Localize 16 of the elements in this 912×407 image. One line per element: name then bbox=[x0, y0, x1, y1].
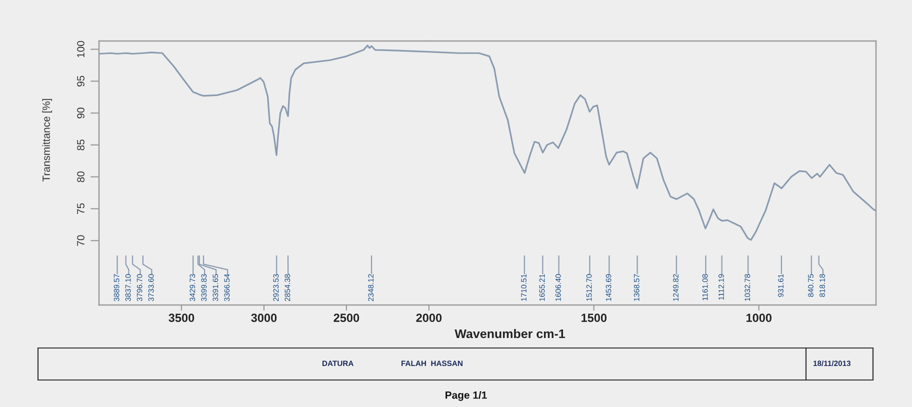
y-tick-label: 80 bbox=[77, 171, 84, 182]
y-tick-label: 85 bbox=[77, 140, 84, 150]
y-tick-label: 100 bbox=[77, 41, 84, 58]
x-tick-label: 1000 bbox=[746, 314, 772, 322]
x-tick-label: 2500 bbox=[334, 314, 360, 322]
y-tick-label: 75 bbox=[77, 203, 84, 214]
y-axis-title: Transmittance [%] bbox=[42, 98, 52, 182]
x-tick-label: 2000 bbox=[416, 314, 442, 322]
x-tick-label: 3000 bbox=[251, 314, 277, 322]
x-axis-title: Wavenumber cm-1 bbox=[454, 329, 565, 338]
text: Page 1/1 bbox=[446, 391, 487, 401]
y-tick-label: 70 bbox=[77, 235, 84, 246]
y-tick-label: 95 bbox=[77, 76, 84, 86]
x-tick-label: 1500 bbox=[582, 314, 607, 322]
x-tick-label: 3500 bbox=[168, 314, 194, 322]
y-tick-label: 90 bbox=[77, 108, 84, 118]
